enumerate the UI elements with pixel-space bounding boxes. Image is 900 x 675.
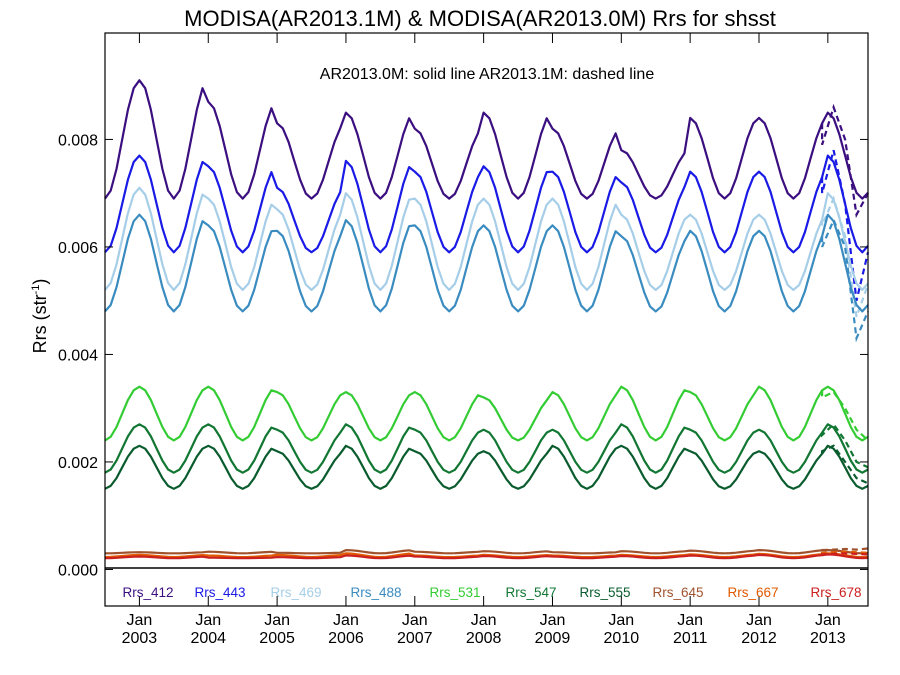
y-tick-label: 0.008 — [58, 132, 98, 149]
legend-entry-Rrs_547: Rrs_547 — [505, 585, 556, 600]
series-line-Rrs_547 — [104, 423, 869, 474]
x-tick-label-month: Jan — [677, 612, 703, 629]
series-line-Rrs_531 — [104, 385, 869, 442]
x-tick-label-year: 2010 — [604, 630, 640, 647]
series-line-Rrs_469 — [104, 186, 869, 291]
series-dashed-line-Rrs_531 — [821, 390, 869, 442]
x-tick-label-month: Jan — [333, 612, 359, 629]
series-dashed-line-Rrs_443 — [821, 149, 870, 301]
legend-entry-Rrs_469: Rrs_469 — [270, 585, 321, 600]
x-tick-label-year: 2005 — [259, 630, 295, 647]
y-tick-label: 0.000 — [58, 562, 98, 579]
series-dashed-line-Rrs_469 — [821, 195, 870, 318]
series-line-Rrs_412 — [104, 79, 869, 200]
series-lines — [104, 79, 870, 560]
series-dashed-line-Rrs_412 — [821, 103, 869, 219]
axis-ticks: 0.0000.0020.0040.0060.008Jan2003Jan2004J… — [58, 33, 868, 647]
series-line-Rrs_678 — [104, 553, 869, 560]
y-axis-label: Rrs (str-1) — [30, 279, 50, 354]
series-dashed-line-Rrs_678 — [821, 552, 869, 556]
legend-entry-Rrs_443: Rrs_443 — [194, 585, 245, 600]
series-line-Rrs_555 — [104, 444, 869, 490]
series-dashed-line-Rrs_488 — [821, 217, 870, 343]
y-axis-label-sup: -1 — [30, 285, 42, 295]
y-axis-label-close: ) — [30, 279, 50, 285]
legend-entry-Rrs_488: Rrs_488 — [350, 585, 401, 600]
x-tick-label-month: Jan — [195, 612, 221, 629]
legend: Rrs_412 Rrs_443 Rrs_469 Rrs_488 Rrs_531 Rrs_5… — [122, 585, 861, 600]
series-dashed-line-Rrs_555 — [821, 444, 869, 485]
x-tick-label-year: 2004 — [190, 630, 226, 647]
x-tick-label-month: Jan — [815, 612, 841, 629]
y-tick-label: 0.002 — [58, 455, 98, 472]
x-tick-label-month: Jan — [608, 612, 634, 629]
legend-entry-Rrs_531: Rrs_531 — [429, 585, 480, 600]
series-dashed-line-Rrs_547 — [821, 422, 869, 469]
x-tick-label-year: 2007 — [397, 630, 433, 647]
x-tick-label-month: Jan — [540, 612, 566, 629]
y-axis-label-main: Rrs (str — [30, 294, 50, 353]
y-tick-label: 0.004 — [58, 347, 98, 364]
legend-entry-Rrs_667: Rrs_667 — [727, 585, 778, 600]
x-tick-label-month: Jan — [746, 612, 772, 629]
legend-entry-Rrs_678: Rrs_678 — [810, 585, 861, 600]
y-tick-label: 0.006 — [58, 240, 98, 257]
legend-entry-Rrs_645: Rrs_645 — [652, 585, 703, 600]
legend-entry-Rrs_412: Rrs_412 — [122, 585, 173, 600]
series-line-Rrs_488 — [104, 213, 869, 313]
series-line-Rrs_443 — [104, 154, 869, 254]
x-tick-label-month: Jan — [264, 612, 290, 629]
x-tick-label-month: Jan — [127, 612, 153, 629]
x-tick-label-year: 2013 — [810, 630, 846, 647]
series-line-Rrs_645 — [105, 549, 869, 555]
x-tick-label-year: 2008 — [466, 630, 502, 647]
series-dashed-line-Rrs_667 — [821, 550, 869, 555]
plot-frame — [104, 32, 869, 607]
legend-entry-Rrs_555: Rrs_555 — [579, 585, 630, 600]
x-tick-label-year: 2006 — [328, 630, 364, 647]
x-tick-label-year: 2003 — [122, 630, 158, 647]
line-style-note: AR2013.0M: solid line AR2013.1M: dashed … — [320, 66, 655, 83]
x-tick-label-month: Jan — [471, 612, 497, 629]
series-dashed-line-Rrs_645 — [821, 547, 869, 552]
x-tick-label-year: 2012 — [741, 630, 777, 647]
chart-title: MODISA(AR2013.1M) & MODISA(AR2013.0M) Rr… — [184, 6, 776, 31]
x-tick-label-month: Jan — [402, 612, 428, 629]
x-tick-label-year: 2011 — [673, 630, 708, 647]
x-tick-label-year: 2009 — [535, 630, 571, 647]
